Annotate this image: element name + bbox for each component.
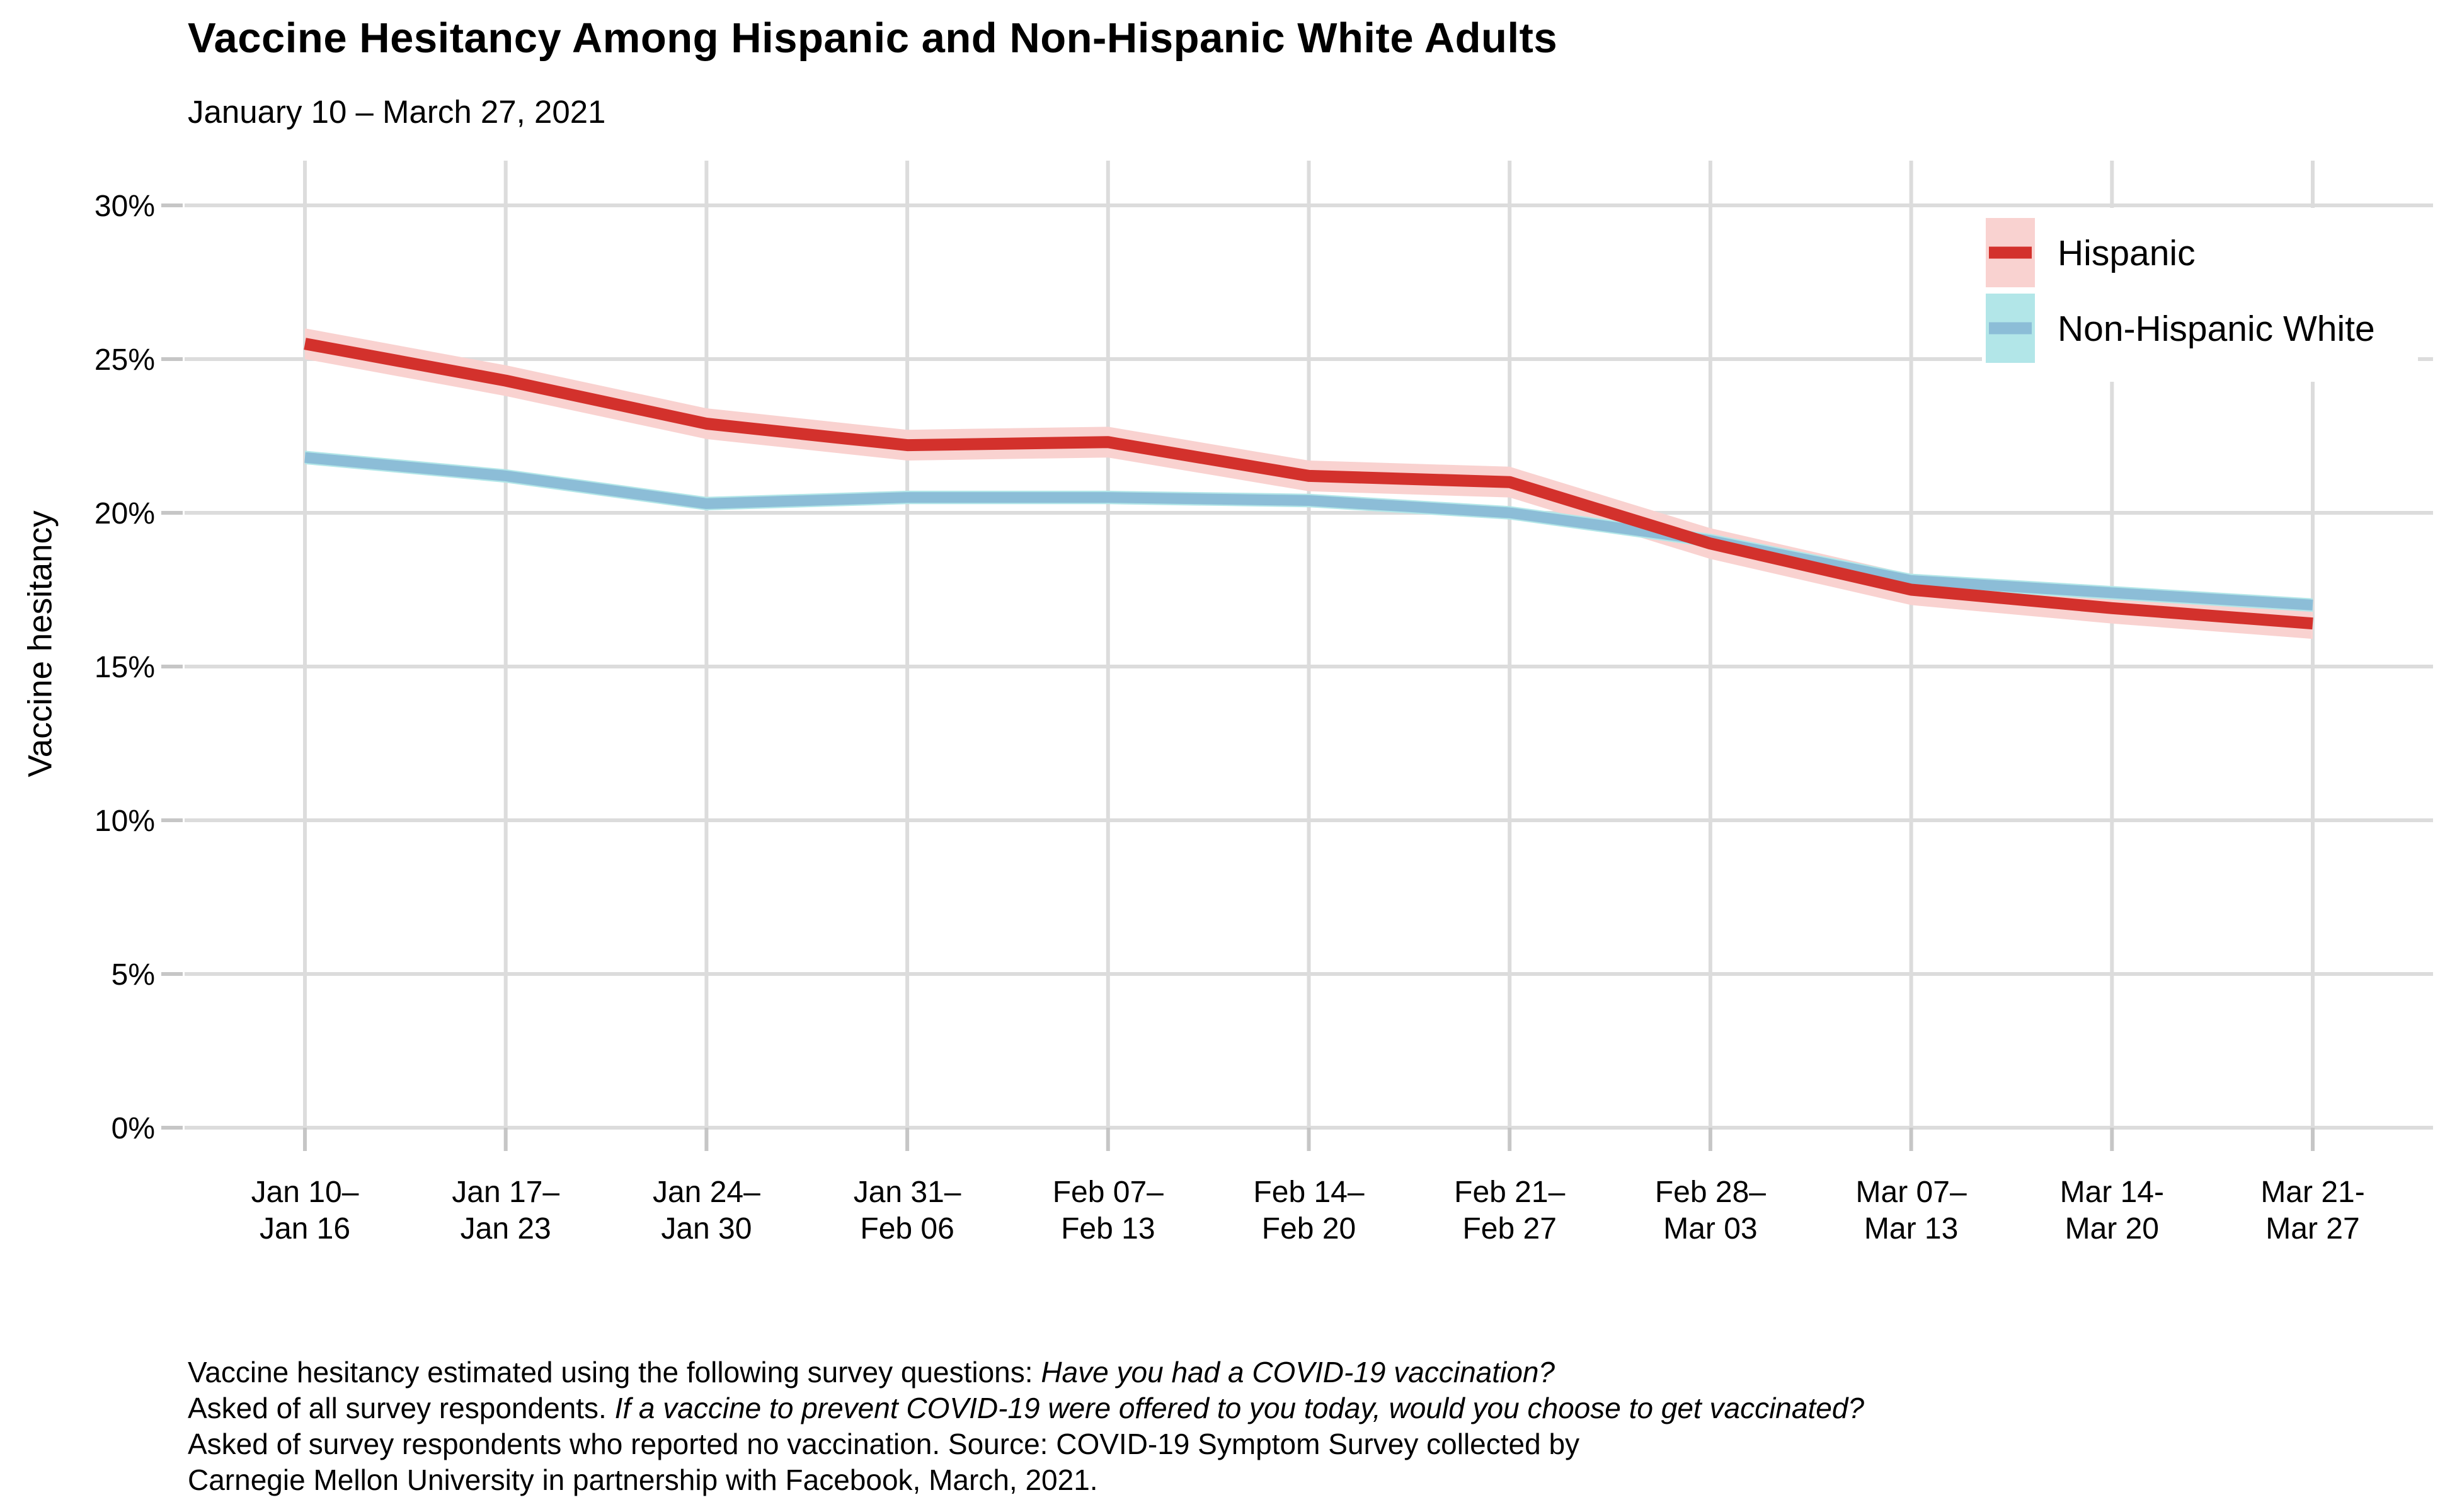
series-line-non-hispanic-white bbox=[304, 452, 2313, 610]
caption-text-segment: Vaccine hesitancy estimated using the fo… bbox=[188, 1356, 1041, 1389]
y-tick-label: 0% bbox=[112, 1112, 155, 1145]
x-tick-label-line1: Feb 07– bbox=[1053, 1176, 1164, 1209]
caption-line: Vaccine hesitancy estimated using the fo… bbox=[188, 1354, 2431, 1390]
x-tick-label-line1: Mar 07– bbox=[1856, 1176, 1967, 1209]
x-tick-label-line1: Jan 24– bbox=[653, 1176, 760, 1209]
x-tick-label-line1: Jan 31– bbox=[854, 1176, 961, 1209]
caption-italic-segment: If a vaccine to prevent COVID-19 were of… bbox=[614, 1392, 1864, 1424]
x-tick-label-line2: Jan 16 bbox=[260, 1212, 350, 1246]
y-axis-title: Vaccine hesitancy bbox=[21, 510, 59, 777]
x-tick-label-line1: Feb 28– bbox=[1655, 1176, 1766, 1209]
x-tick-label-line1: Jan 10– bbox=[251, 1176, 359, 1209]
x-tick-label-line2: Jan 23 bbox=[461, 1212, 551, 1246]
chart-title: Vaccine Hesitancy Among Hispanic and Non… bbox=[188, 14, 1558, 62]
y-tick-label: 15% bbox=[94, 651, 155, 684]
legend-label: Non-Hispanic White bbox=[2058, 309, 2375, 349]
y-tick-label: 5% bbox=[112, 958, 155, 992]
legend-label: Hispanic bbox=[2058, 233, 2196, 273]
caption-line: Asked of all survey respondents. If a va… bbox=[188, 1390, 2431, 1426]
x-tick-label-line1: Feb 14– bbox=[1253, 1176, 1364, 1209]
x-tick-label-line2: Mar 03 bbox=[1663, 1212, 1757, 1246]
x-tick-label-line2: Mar 13 bbox=[1864, 1212, 1958, 1246]
x-tick-label-line2: Feb 06 bbox=[860, 1212, 954, 1246]
caption-text-segment: Carnegie Mellon University in partnershi… bbox=[188, 1463, 1098, 1496]
x-tick-label-line1: Mar 14- bbox=[2060, 1176, 2164, 1209]
caption-line: Carnegie Mellon University in partnershi… bbox=[188, 1462, 2431, 1498]
caption: Vaccine hesitancy estimated using the fo… bbox=[188, 1354, 2431, 1498]
y-tick-label: 25% bbox=[94, 343, 155, 377]
x-tick-label-line2: Feb 27 bbox=[1462, 1212, 1556, 1246]
y-tick-label: 10% bbox=[94, 805, 155, 838]
y-tick-label: 20% bbox=[94, 497, 155, 530]
y-tick-label: 30% bbox=[94, 190, 155, 223]
x-tick-label-line2: Feb 20 bbox=[1262, 1212, 1356, 1246]
x-tick-label-line2: Feb 13 bbox=[1061, 1212, 1155, 1246]
caption-italic-segment: Have you had a COVID-19 vaccination? bbox=[1041, 1356, 1555, 1389]
caption-text-segment: Asked of all survey respondents. bbox=[188, 1392, 615, 1424]
x-tick-label-line2: Mar 27 bbox=[2265, 1212, 2359, 1246]
caption-line: Asked of survey respondents who reported… bbox=[188, 1426, 2431, 1462]
x-tick-label-line1: Feb 21– bbox=[1454, 1176, 1565, 1209]
x-tick-label-line1: Mar 21- bbox=[2260, 1176, 2364, 1209]
caption-text-segment: Asked of survey respondents who reported… bbox=[188, 1428, 1580, 1460]
x-tick-label-line2: Jan 30 bbox=[661, 1212, 752, 1246]
x-tick-label-line1: Jan 17– bbox=[452, 1176, 559, 1209]
series-line-hispanic bbox=[304, 338, 2313, 630]
legend-box bbox=[1982, 208, 2418, 382]
x-tick-label-line2: Mar 20 bbox=[2065, 1212, 2159, 1246]
chart-subtitle: January 10 – March 27, 2021 bbox=[188, 94, 606, 130]
